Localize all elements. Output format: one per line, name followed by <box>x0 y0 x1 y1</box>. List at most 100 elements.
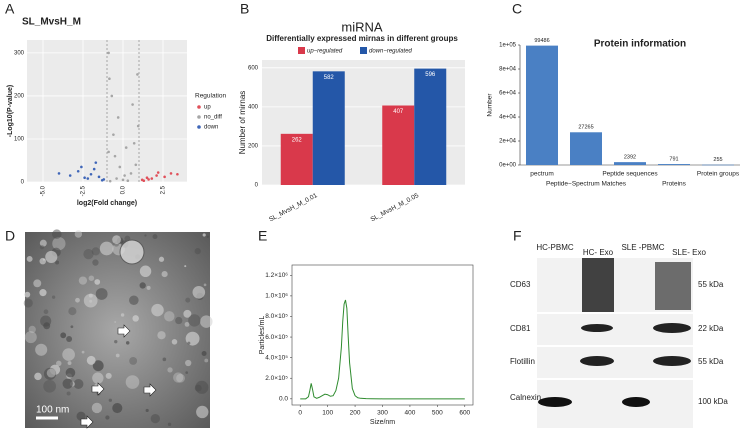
y-tick-label: 4.0×10⁵ <box>265 354 288 361</box>
x-tick-label: 500 <box>432 410 443 417</box>
tem-particle <box>202 233 206 237</box>
tem-particle <box>129 356 138 365</box>
tem-particle <box>120 313 125 317</box>
tem-particle <box>112 235 121 245</box>
y-tick-label: 200 <box>248 144 259 150</box>
blot-band <box>581 324 613 332</box>
tem-particle <box>66 391 71 396</box>
point <box>163 175 166 179</box>
tem-particle <box>76 411 86 421</box>
point <box>123 174 126 177</box>
point <box>113 154 117 158</box>
tem-particle <box>195 380 209 394</box>
tem-particle <box>204 358 209 363</box>
point <box>68 174 72 177</box>
point <box>169 172 173 175</box>
point <box>147 178 150 181</box>
blot-band <box>653 356 691 366</box>
tem-particle <box>45 250 58 263</box>
tem-particle <box>73 379 84 389</box>
value-label: 27265 <box>578 125 593 131</box>
tem-particle <box>81 350 85 354</box>
tem-particle <box>194 248 201 255</box>
tem-particle <box>162 357 167 362</box>
bar <box>702 164 734 166</box>
y-tick-label: 300 <box>14 50 25 56</box>
column-label: HC-PBMC <box>536 243 574 252</box>
legend-swatch <box>360 47 367 54</box>
y-tick-label: 6e+04 <box>499 91 517 97</box>
y-tick-label: 100 <box>14 137 25 143</box>
tem-particle <box>99 241 114 256</box>
row-label: CD81 <box>510 324 531 333</box>
chart-title: miRNA <box>341 19 382 34</box>
tem-particle <box>192 285 206 299</box>
y-tick-label: 2.0×10⁵ <box>265 375 288 382</box>
value-label: 791 <box>669 157 678 163</box>
x-tick-label: Proteins <box>662 181 687 188</box>
tem-arrows <box>80 324 157 429</box>
tem-particle <box>60 332 67 339</box>
tem-particle <box>158 256 165 262</box>
point <box>124 146 128 149</box>
point <box>115 177 118 180</box>
tem-particle <box>39 289 47 297</box>
scale-bar-label: 100 nm <box>36 405 69 416</box>
blot-band <box>655 262 691 310</box>
y-tick-label: 200 <box>14 94 25 100</box>
column-label: SLE- Exo <box>672 248 706 257</box>
value-label: 2392 <box>624 155 636 161</box>
tem-particle <box>164 311 175 322</box>
tem-background <box>25 232 210 428</box>
tem-particle <box>39 257 47 265</box>
tem-particle <box>92 259 99 266</box>
size-label: 100 kDa <box>698 397 728 406</box>
point <box>150 177 154 180</box>
y-tick-label: 1.2×10⁶ <box>265 272 288 279</box>
tem-particle <box>132 315 139 322</box>
legend-label: down−regulated <box>369 49 413 55</box>
x-tick-label: 400 <box>404 410 415 417</box>
arrow <box>91 382 105 396</box>
panel-label: D <box>5 228 15 244</box>
tem-particle <box>183 309 192 318</box>
tem-particle <box>187 341 191 345</box>
x-tick-label: SL_MvsH_M_0.01 <box>268 192 319 223</box>
tem-particle <box>196 405 209 419</box>
tem-particle <box>74 230 83 238</box>
bar <box>280 133 313 185</box>
point <box>83 176 86 179</box>
tem-particle <box>35 343 48 356</box>
y-tick-label: 0.0 <box>279 396 288 403</box>
tem-particle <box>52 236 66 251</box>
point <box>156 171 160 174</box>
panel-label: A <box>5 1 15 17</box>
point <box>86 177 90 180</box>
point <box>94 161 98 164</box>
tem-particle <box>43 379 57 393</box>
tem-particle <box>46 368 56 378</box>
tem-particle <box>150 413 160 424</box>
panel-label: E <box>258 228 267 244</box>
bar <box>526 45 558 165</box>
y-tick-label: 0e+00 <box>499 163 517 169</box>
tem-particle <box>201 351 207 357</box>
tem-particle <box>185 359 192 367</box>
point <box>108 77 111 81</box>
x-tick-label: -2.5 <box>81 185 87 196</box>
blot-band <box>580 356 614 366</box>
tem-particle <box>28 325 36 334</box>
panel-label: B <box>240 1 249 17</box>
point <box>134 163 138 167</box>
x-tick-label: 100 <box>322 410 333 417</box>
bar <box>414 68 447 185</box>
tem-particle <box>167 367 173 373</box>
value-label: 596 <box>425 72 436 78</box>
tem-particle <box>39 245 45 250</box>
tem-particle <box>42 258 46 261</box>
legend-swatch <box>298 47 305 54</box>
blot-band <box>653 323 691 333</box>
tem-particle <box>125 375 140 389</box>
chart-subtitle: Differentially expressed mirnas in diffe… <box>266 34 458 43</box>
tem-particle <box>206 235 209 238</box>
